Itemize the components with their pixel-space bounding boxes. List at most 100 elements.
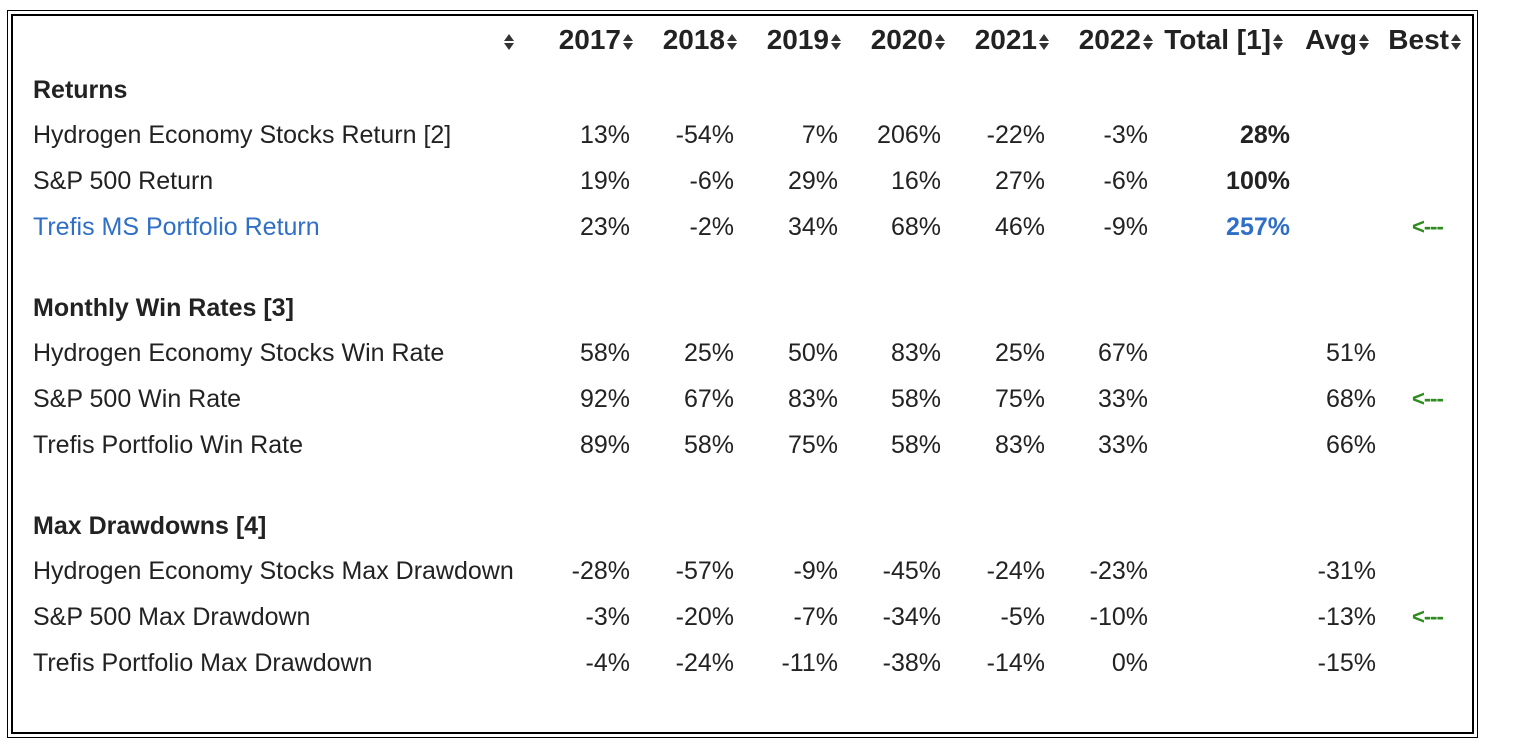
row-label: Hydrogen Economy Stocks Win Rate bbox=[33, 339, 445, 367]
column-header-label: 2018 bbox=[662, 24, 725, 55]
value-cell: -9% bbox=[1103, 213, 1148, 241]
sort-arrows-icon bbox=[727, 32, 738, 52]
column-header-label: 2017 bbox=[558, 24, 621, 55]
value-cell: 83% bbox=[994, 431, 1045, 459]
table-row: Hydrogen Economy Stocks Return [2] 13% -54… bbox=[0, 120, 1460, 150]
value-cell: -6% bbox=[1103, 167, 1148, 195]
column-header-label: Avg bbox=[1305, 24, 1357, 55]
column-header-label: 2022 bbox=[1078, 24, 1141, 55]
value-cell: 25% bbox=[994, 339, 1045, 367]
value-cell: 58% bbox=[890, 431, 941, 459]
sort-icon[interactable] bbox=[502, 24, 515, 56]
value-cell: 33% bbox=[1097, 431, 1148, 459]
value-cell: 25% bbox=[683, 339, 734, 367]
value-cell: -7% bbox=[793, 603, 838, 631]
value-cell: 75% bbox=[787, 431, 838, 459]
section-header-row: Returns bbox=[0, 75, 1460, 105]
section-header-row: Max Drawdowns [4] bbox=[0, 511, 1460, 541]
value-cell: -24% bbox=[675, 649, 734, 677]
value-cell: 13% bbox=[579, 121, 630, 149]
value-cell: -4% bbox=[585, 649, 630, 677]
total-cell: 28% bbox=[1239, 121, 1290, 149]
column-header[interactable]: 2019 bbox=[767, 24, 842, 56]
best-marker: <--- bbox=[1412, 604, 1444, 629]
row-label: S&P 500 Return bbox=[33, 167, 214, 195]
sort-arrows-icon bbox=[1273, 32, 1284, 52]
value-cell: 67% bbox=[683, 385, 734, 413]
table-outer-border bbox=[7, 10, 1478, 738]
value-cell: -14% bbox=[986, 649, 1045, 677]
table-row: Trefis Portfolio Win Rate 89% 58% 75% 58% 83%… bbox=[0, 430, 1460, 460]
best-marker: <--- bbox=[1412, 386, 1444, 411]
value-cell: -10% bbox=[1089, 603, 1148, 631]
row-label: Trefis Portfolio Win Rate bbox=[33, 431, 303, 459]
value-cell: 27% bbox=[994, 167, 1045, 195]
value-cell: -22% bbox=[986, 121, 1045, 149]
value-cell: -9% bbox=[793, 557, 838, 585]
value-cell: 19% bbox=[579, 167, 630, 195]
column-header[interactable]: Avg bbox=[1305, 24, 1370, 56]
total-cell: 257% bbox=[1226, 213, 1290, 241]
section-title: Returns bbox=[33, 76, 128, 104]
value-cell: -23% bbox=[1089, 557, 1148, 585]
avg-cell: 66% bbox=[1325, 431, 1376, 459]
column-header[interactable]: 2017 bbox=[559, 24, 634, 56]
column-header[interactable]: 2021 bbox=[975, 24, 1050, 56]
value-cell: 75% bbox=[994, 385, 1045, 413]
column-header[interactable]: Best bbox=[1388, 24, 1462, 56]
table-row: S&P 500 Return 19% -6% 29% 16% 27% -6% 100% bbox=[0, 166, 1460, 196]
row-label[interactable]: Trefis MS Portfolio Return bbox=[33, 213, 320, 241]
value-cell: -3% bbox=[1103, 121, 1148, 149]
sort-arrows-icon bbox=[623, 32, 634, 52]
value-cell: 50% bbox=[787, 339, 838, 367]
table-row: Hydrogen Economy Stocks Max Drawdown -28%… bbox=[0, 556, 1460, 586]
value-cell: 68% bbox=[890, 213, 941, 241]
table-row: S&P 500 Win Rate 92% 67% 83% 58% 75% 33% 68% <--… bbox=[0, 384, 1460, 414]
section-title: Max Drawdowns [4] bbox=[33, 512, 267, 540]
value-cell: 58% bbox=[683, 431, 734, 459]
value-cell: 206% bbox=[877, 121, 941, 149]
column-header[interactable]: 2018 bbox=[663, 24, 738, 56]
row-label: Trefis Portfolio Max Drawdown bbox=[33, 649, 373, 677]
value-cell: 29% bbox=[787, 167, 838, 195]
value-cell: -28% bbox=[571, 557, 630, 585]
value-cell: -38% bbox=[882, 649, 941, 677]
value-cell: -6% bbox=[689, 167, 734, 195]
avg-cell: -13% bbox=[1317, 603, 1376, 631]
value-cell: -24% bbox=[986, 557, 1045, 585]
column-header-label: Total [1] bbox=[1164, 24, 1271, 55]
table-row: Hydrogen Economy Stocks Win Rate 58% 25% 50… bbox=[0, 338, 1460, 368]
value-cell: 16% bbox=[890, 167, 941, 195]
value-cell: 89% bbox=[579, 431, 630, 459]
column-header[interactable]: 2020 bbox=[871, 24, 946, 56]
value-cell: 83% bbox=[787, 385, 838, 413]
sort-arrows-icon bbox=[504, 32, 515, 52]
value-cell: 34% bbox=[787, 213, 838, 241]
value-cell: 0% bbox=[1111, 649, 1148, 677]
sort-arrows-icon bbox=[1451, 32, 1462, 52]
value-cell: 67% bbox=[1097, 339, 1148, 367]
value-cell: -2% bbox=[689, 213, 734, 241]
avg-cell: -15% bbox=[1317, 649, 1376, 677]
value-cell: -5% bbox=[1000, 603, 1045, 631]
value-cell: -3% bbox=[585, 603, 630, 631]
value-cell: -45% bbox=[882, 557, 941, 585]
column-header[interactable]: Total [1] bbox=[1164, 24, 1284, 56]
best-marker: <--- bbox=[1412, 214, 1444, 239]
table-row: Trefis Portfolio Max Drawdown -4% -24% -11%… bbox=[0, 648, 1460, 678]
table-row: S&P 500 Max Drawdown -3% -20% -7% -34% -5% -10… bbox=[0, 602, 1460, 632]
value-cell: 58% bbox=[579, 339, 630, 367]
sort-arrows-icon bbox=[1359, 32, 1370, 52]
table-row: Trefis MS Portfolio Return 23% -2% 34% 68% 46… bbox=[0, 212, 1460, 242]
column-header[interactable]: 2022 bbox=[1079, 24, 1154, 56]
column-header-label: 2019 bbox=[766, 24, 829, 55]
section-header-row: Monthly Win Rates [3] bbox=[0, 293, 1460, 323]
value-cell: 58% bbox=[890, 385, 941, 413]
row-label: S&P 500 Max Drawdown bbox=[33, 603, 311, 631]
value-cell: -11% bbox=[781, 649, 838, 677]
total-cell: 100% bbox=[1226, 167, 1290, 195]
value-cell: 33% bbox=[1097, 385, 1148, 413]
avg-cell: -31% bbox=[1317, 557, 1376, 585]
section-title: Monthly Win Rates [3] bbox=[33, 294, 294, 322]
value-cell: 83% bbox=[890, 339, 941, 367]
